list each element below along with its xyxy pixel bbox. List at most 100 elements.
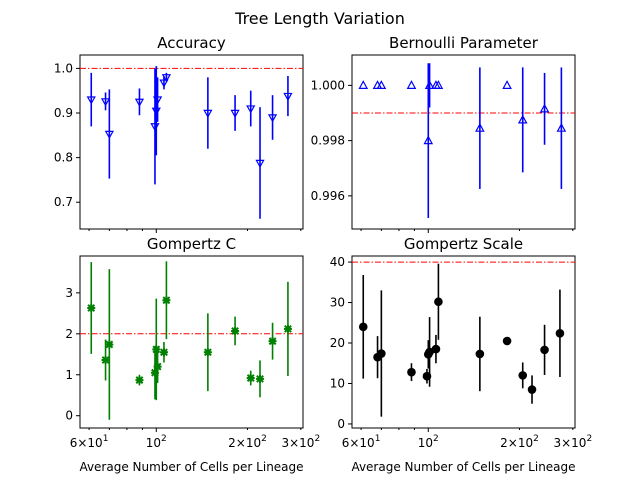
xtick-label-exponent: 2: [314, 434, 320, 444]
point-marker: [87, 304, 96, 313]
point-marker: [377, 349, 386, 358]
point-marker: [475, 349, 485, 359]
data-point: [358, 275, 368, 379]
point-marker: [100, 98, 111, 107]
ytick-label: 1: [65, 368, 73, 382]
point-marker: [540, 345, 549, 355]
point-marker: [527, 385, 537, 394]
xtick-label: 6×101: [70, 434, 109, 450]
point-marker: [246, 374, 255, 383]
xtick-label-exponent: 1: [103, 434, 109, 444]
data-point: [134, 88, 145, 116]
point-marker: [434, 297, 443, 307]
data-point: [283, 75, 293, 117]
xtick-label: 102: [146, 434, 167, 450]
xtick-label-base: 6×10: [70, 436, 103, 450]
point-marker: [517, 114, 528, 124]
xtick-label-base: 2×10: [228, 436, 261, 450]
point-marker: [358, 80, 369, 89]
data-point: [153, 350, 162, 383]
data-point: [104, 89, 114, 179]
plot-frame: [79, 54, 304, 230]
data-point: [433, 80, 444, 89]
xtick-label-exponent: 2: [433, 434, 439, 444]
data-point: [556, 67, 567, 189]
point-marker: [376, 80, 387, 89]
data-point: [376, 80, 387, 89]
point-marker: [423, 135, 434, 145]
data-point: [431, 334, 441, 364]
point-marker: [159, 348, 168, 357]
point-marker: [539, 103, 550, 113]
data-point: [255, 107, 265, 219]
xtick-label-exponent: 2: [161, 434, 167, 444]
data-point: [162, 261, 171, 340]
ytick-label: 0.7: [54, 195, 73, 209]
plot-title: Accuracy: [157, 34, 226, 52]
data-point: [150, 346, 159, 400]
data-point: [283, 281, 292, 376]
data-point: [152, 77, 163, 122]
point-marker: [231, 326, 240, 335]
point-marker: [230, 109, 240, 119]
point-marker: [256, 374, 265, 383]
subplot-2: Bernoulli Parameter 0.996 0.998 1.000: [311, 34, 576, 233]
point-marker: [86, 96, 96, 105]
point-marker: [203, 109, 213, 119]
data-point: [527, 375, 537, 404]
point-marker: [518, 371, 528, 380]
xtick-label: 3×102: [553, 434, 592, 450]
xtick-label-exponent: 2: [586, 434, 592, 444]
subplot-1: Accuracy 0.7 0.8 0.9 1.0: [54, 34, 304, 233]
ytick-label: 40: [330, 255, 345, 269]
xtick-label-base: 6×10: [342, 436, 375, 450]
point-marker: [162, 296, 171, 305]
data-point: [268, 322, 277, 360]
plot-title: Gompertz Scale: [404, 235, 523, 253]
ytick-label: 20: [330, 336, 345, 350]
data-point: [475, 67, 485, 189]
point-marker: [555, 328, 565, 338]
data-point: [267, 95, 278, 140]
point-marker: [203, 348, 212, 357]
data-point: [230, 95, 240, 131]
xtick-label: 102: [418, 434, 439, 450]
point-marker: [283, 324, 292, 333]
data-point: [407, 363, 416, 382]
xtick-label-exponent: 2: [533, 434, 539, 444]
data-point: [203, 313, 212, 392]
point-marker: [152, 345, 161, 354]
point-marker: [406, 80, 417, 89]
data-point: [406, 80, 417, 89]
point-marker: [135, 376, 144, 385]
point-marker: [433, 80, 444, 89]
x-axis-label: Average Number of Cells per Lineage: [351, 460, 575, 474]
data-point: [86, 72, 96, 127]
point-marker: [246, 105, 256, 114]
data-point: [555, 289, 565, 378]
point-marker: [134, 98, 145, 107]
data-point: [502, 336, 512, 346]
plot-frame: [351, 255, 576, 429]
figure-suptitle: Tree Length Variation: [234, 9, 405, 28]
ytick-label: 30: [330, 296, 345, 310]
xtick-label-base: 3×10: [281, 436, 314, 450]
data-point: [502, 80, 512, 89]
ytick-label: 3: [65, 286, 73, 300]
data-point: [159, 75, 169, 90]
plot-frame: [79, 255, 304, 429]
data-point: [100, 92, 111, 111]
data-point: [246, 370, 255, 386]
plot-title: Bernoulli Parameter: [389, 34, 539, 52]
point-marker: [105, 340, 114, 349]
ytick-label: 0: [65, 409, 73, 423]
ytick-label: 2: [65, 327, 73, 341]
plot-frame: [351, 54, 576, 230]
xtick-label: 3×102: [281, 434, 320, 450]
point-marker: [268, 337, 277, 346]
xtick-label-base: 2×10: [500, 436, 533, 450]
data-point: [231, 316, 240, 346]
